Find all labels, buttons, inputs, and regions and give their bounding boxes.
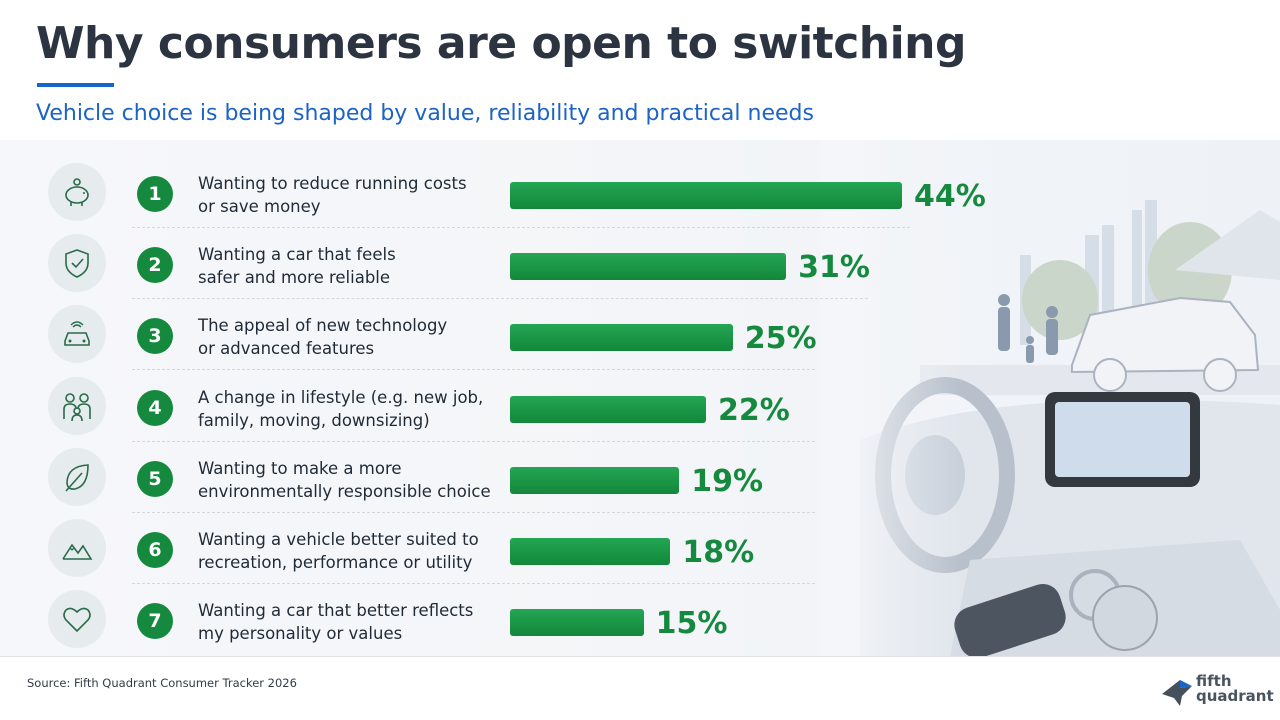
leaf-icon — [48, 447, 106, 506]
parked-suv — [1071, 296, 1260, 392]
data-label: 25% — [744, 321, 817, 357]
key-fob — [954, 569, 1158, 656]
shield-check-icon — [48, 234, 106, 293]
bar — [510, 182, 902, 209]
data-label: 18% — [682, 535, 755, 570]
category-label: Wanting a vehicle better suited to recre… — [198, 530, 479, 572]
row-divider — [132, 583, 815, 584]
row-divider — [132, 298, 868, 300]
chart-panel: 1 Wanting to reduce running costs or save… — [0, 140, 1280, 656]
data-label: 22% — [718, 392, 790, 428]
chart-row: 2 Wanting a car that feels safer and more… — [0, 229, 1000, 300]
piggy-bank-icon — [48, 163, 106, 221]
bar — [510, 466, 680, 494]
source-note: Source: Fifth Quadrant Consumer Tracker … — [27, 676, 297, 690]
heart-icon — [48, 590, 106, 649]
category-label: A change in lifestyle (e.g. new job, fam… — [198, 387, 484, 430]
rank-badge: 4 — [137, 389, 173, 426]
chart-row: 4 A change in lifestyle (e.g. new job, fa… — [0, 372, 1000, 442]
title-underline — [37, 83, 114, 87]
rank-badge: 6 — [137, 532, 173, 568]
data-label: 15% — [655, 606, 728, 642]
rank-badge: 1 — [137, 176, 173, 212]
bar — [510, 538, 671, 565]
bar — [510, 395, 706, 423]
bar — [510, 609, 644, 637]
category-label: The appeal of new technology or advanced… — [198, 316, 448, 359]
category-label: Wanting to reduce running costs or save … — [198, 174, 467, 216]
data-label: 31% — [798, 250, 870, 286]
logo-mark-icon — [1162, 680, 1192, 706]
category-label: Wanting to make a more environmentally r… — [198, 458, 491, 501]
chart-row: 5 Wanting to make a more environmentally … — [0, 443, 1000, 513]
row-divider — [132, 440, 815, 442]
mountains-icon — [48, 519, 106, 577]
connected-car-icon — [48, 305, 106, 364]
row-divider — [132, 227, 910, 228]
bar — [510, 253, 787, 281]
data-label: 44% — [914, 179, 986, 214]
chart-row: 7 Wanting a car that better reflects my p… — [0, 585, 1000, 655]
chart-row: 3 The appeal of new technology or advance… — [0, 300, 1000, 371]
category-label: Wanting a car that better reflects my pe… — [198, 601, 474, 644]
row-divider — [132, 511, 815, 513]
rank-badge: 5 — [137, 460, 173, 497]
page-subtitle: Vehicle choice is being shaped by value,… — [36, 101, 814, 126]
category-label: Wanting a car that feels safer and more … — [198, 245, 396, 288]
logo-text: fifth quadrant — [1196, 672, 1274, 705]
rank-badge: 2 — [137, 247, 173, 284]
data-label: 19% — [691, 463, 764, 499]
family-icon — [48, 376, 106, 435]
fifth-quadrant-logo: fifth quadrant — [1160, 672, 1274, 712]
rank-badge: 3 — [137, 318, 173, 355]
bar — [510, 324, 733, 352]
rank-badge: 7 — [137, 603, 173, 640]
footer-divider — [0, 656, 1280, 657]
car-interior-illustration — [820, 140, 1280, 656]
chart-row: 6 Wanting a vehicle better suited to recr… — [0, 514, 1000, 584]
chart-row: 1 Wanting to reduce running costs or save… — [0, 158, 1000, 228]
row-divider — [132, 369, 815, 371]
page-title: Why consumers are open to switching — [36, 18, 967, 69]
